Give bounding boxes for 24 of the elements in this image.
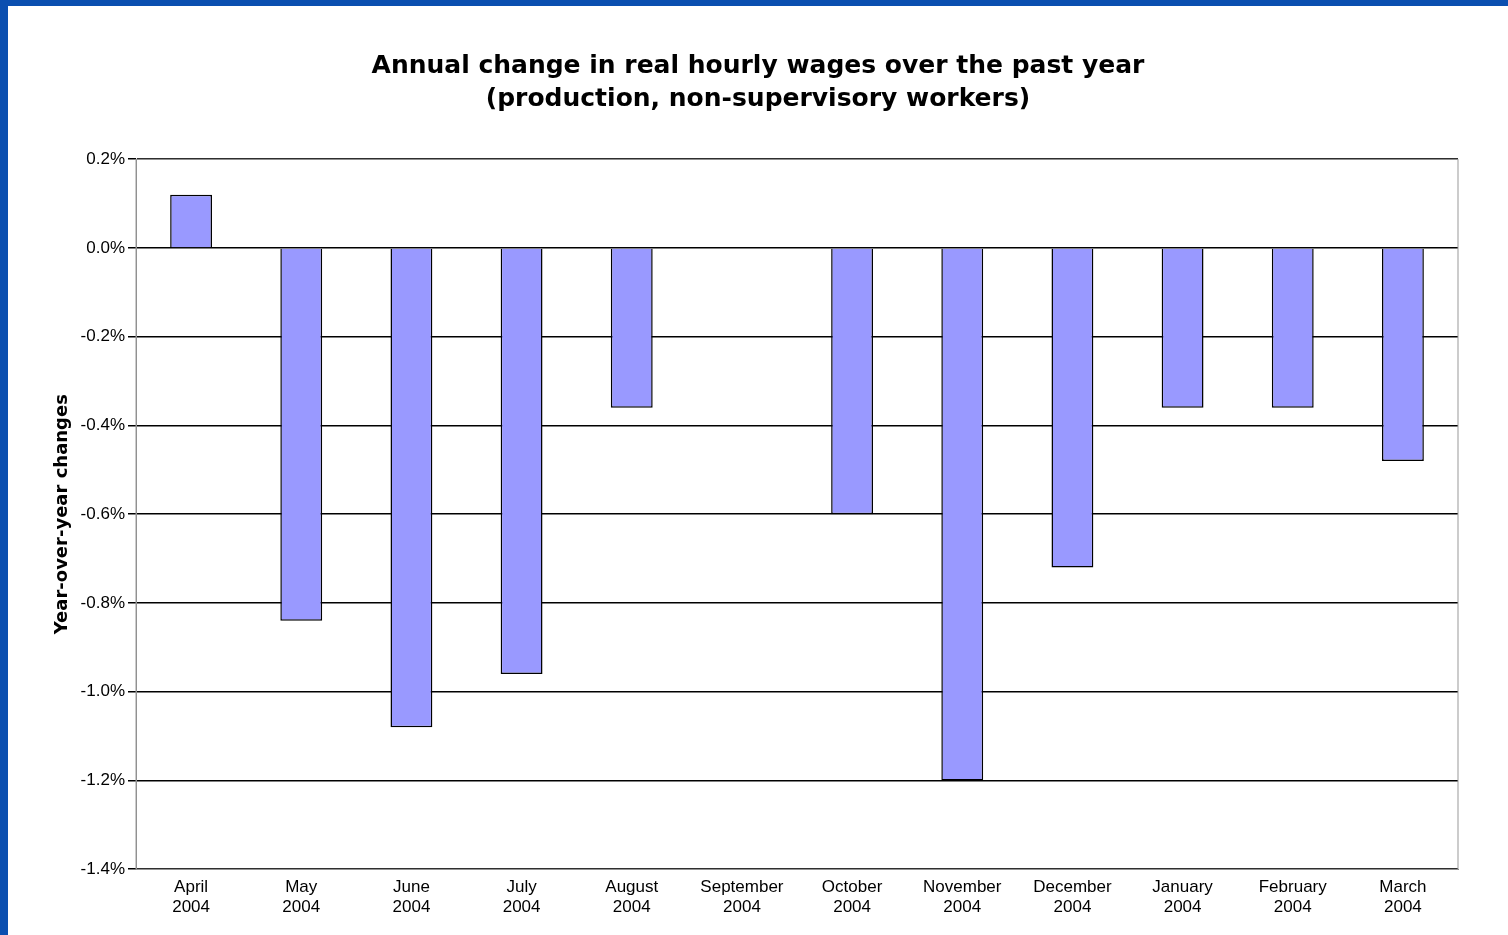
- y-tick-label: -1.0%: [80, 681, 126, 701]
- x-tick-label: July 2004: [502, 877, 541, 917]
- x-tick-label: April 2004: [172, 877, 211, 917]
- x-tick-label: May 2004: [282, 877, 321, 917]
- x-tick-label: January 2004: [1152, 877, 1214, 917]
- x-tick-label: February 2004: [1258, 877, 1328, 917]
- y-axis-title: Year-over-year changes: [50, 394, 72, 636]
- y-tick-label: -0.8%: [80, 592, 126, 612]
- x-tick-label: December 2004: [1033, 877, 1112, 917]
- y-tick-label: 0.0%: [86, 237, 126, 257]
- x-tick-label: June 2004: [392, 877, 431, 917]
- x-tick-label: October 2004: [821, 877, 883, 917]
- x-tick-label: November 2004: [923, 877, 1002, 917]
- x-tick-label: March 2004: [1379, 877, 1427, 917]
- y-tick-label: -0.2%: [80, 326, 126, 346]
- chart-subtitle: (production, non-supervisory workers): [484, 82, 1032, 114]
- chart-title: Annual change in real hourly wages over the past year: [370, 49, 1146, 81]
- y-tick-label: 0.2%: [86, 148, 126, 168]
- y-tick-label: -1.4%: [80, 858, 126, 878]
- x-tick-label: September 2004: [700, 877, 784, 917]
- y-tick-label: -0.6%: [80, 503, 126, 523]
- y-tick-label: -0.4%: [80, 415, 126, 435]
- x-tick-label: August 2004: [605, 877, 659, 917]
- y-tick-label: -1.2%: [80, 770, 126, 790]
